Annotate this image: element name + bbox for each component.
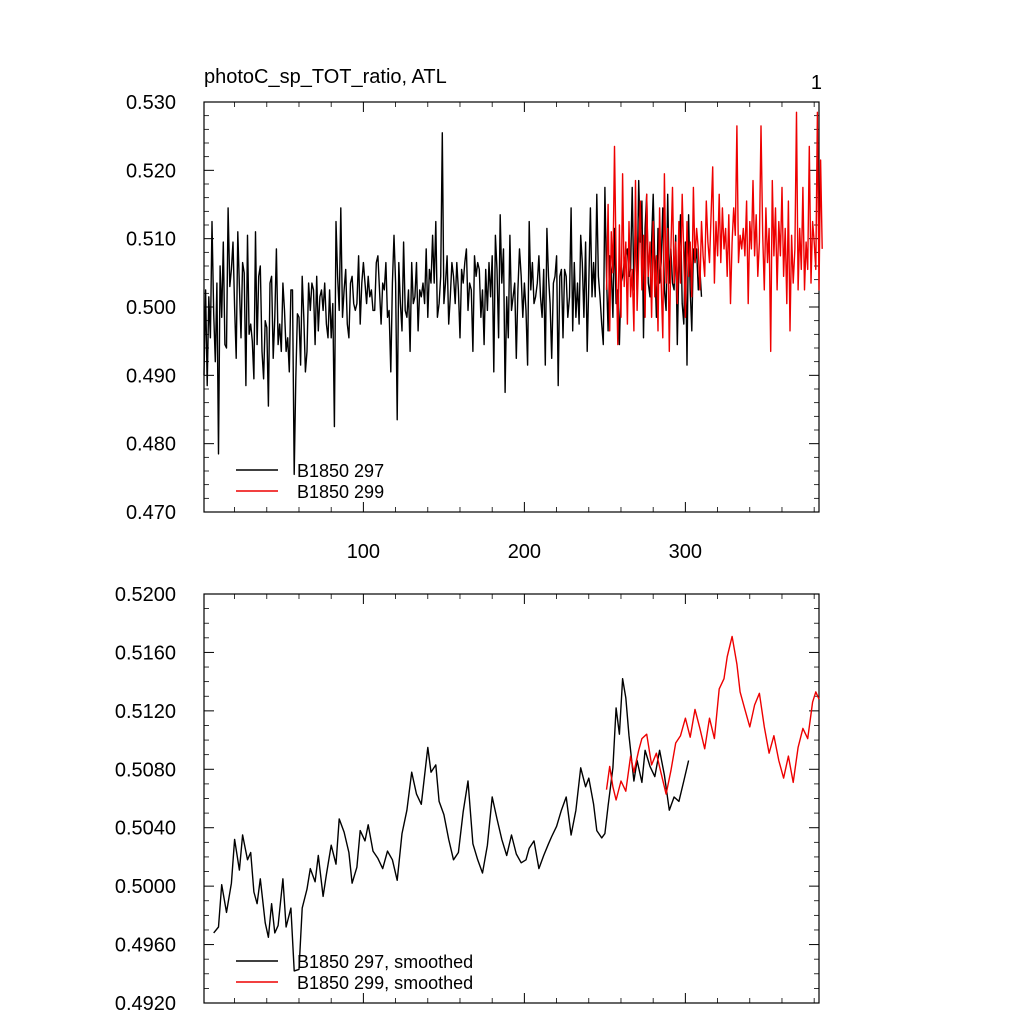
legend-top: B1850 297 B1850 299: [236, 461, 384, 502]
y-tick-label: 0.5080: [115, 759, 176, 781]
x-tick-label: 100: [347, 541, 380, 563]
series-group-top: [203, 111, 823, 476]
y-tick-label: 0.470: [126, 502, 176, 524]
y-tick-label: 0.480: [126, 434, 176, 456]
chart-panel-bottom: 0.4920 0.4960 0.5000 0.5040 0.5080 0.5120 0.51…: [115, 584, 820, 1015]
series-line-b1850-299-smoothed: [605, 635, 820, 801]
y-tick-labels-bottom: 0.4920 0.4960 0.5000 0.5040 0.5080 0.5120 0.51…: [115, 584, 176, 1015]
series-group-bottom: [213, 635, 820, 972]
y-tick-label: 0.4960: [115, 935, 176, 957]
series-line-b1850-299: [605, 111, 823, 353]
panel-number: 1: [811, 72, 822, 94]
x-tick-label: 200: [508, 541, 541, 563]
y-tick-label: 0.4920: [115, 993, 176, 1015]
series-line-b1850-297-smoothed: [213, 678, 690, 972]
y-tick-label: 0.5120: [115, 701, 176, 723]
y-tick-label: 0.500: [126, 297, 176, 319]
figure-title: photoC_sp_TOT_ratio, ATL: [204, 66, 447, 88]
y-tick-label: 0.5160: [115, 642, 176, 664]
y-tick-label: 0.510: [126, 229, 176, 251]
x-tick-labels-top: 100 200 300: [347, 541, 702, 563]
legend-label-b1850-299-smoothed: B1850 299, smoothed: [297, 973, 473, 993]
x-tick-label: 300: [669, 541, 702, 563]
legend-label-b1850-297: B1850 297: [297, 461, 384, 481]
chart-panel-top: 0.470 0.480 0.490 0.500 0.510 0.520 0.530 100 2…: [126, 92, 823, 563]
plot-frame-bottom: [203, 593, 820, 1004]
y-tick-label: 0.5040: [115, 818, 176, 840]
y-tick-labels-top: 0.470 0.480 0.490 0.500 0.510 0.520 0.530: [126, 92, 176, 524]
legend-label-b1850-299: B1850 299: [297, 482, 384, 502]
y-tick-label: 0.530: [126, 92, 176, 114]
y-tick-label: 0.5000: [115, 876, 176, 898]
legend-label-b1850-297-smoothed: B1850 297, smoothed: [297, 952, 473, 972]
axis-ticks-bottom: [204, 593, 819, 1004]
y-tick-label: 0.520: [126, 160, 176, 182]
legend-bottom: B1850 297, smoothed B1850 299, smoothed: [236, 952, 473, 993]
y-tick-label: 0.5200: [115, 584, 176, 606]
y-tick-label: 0.490: [126, 365, 176, 387]
